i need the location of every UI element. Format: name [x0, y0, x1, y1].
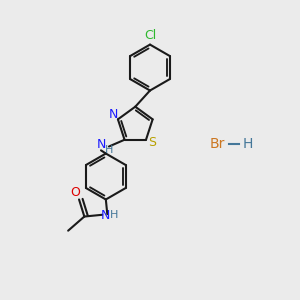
Text: H: H	[105, 145, 113, 155]
Text: H: H	[243, 137, 253, 151]
Text: N: N	[97, 138, 106, 151]
Text: N: N	[100, 209, 110, 222]
Text: S: S	[148, 136, 157, 149]
Text: Br: Br	[210, 137, 225, 151]
Text: O: O	[70, 187, 80, 200]
Text: N: N	[109, 107, 118, 121]
Text: Cl: Cl	[144, 29, 156, 42]
Text: H: H	[110, 210, 118, 220]
